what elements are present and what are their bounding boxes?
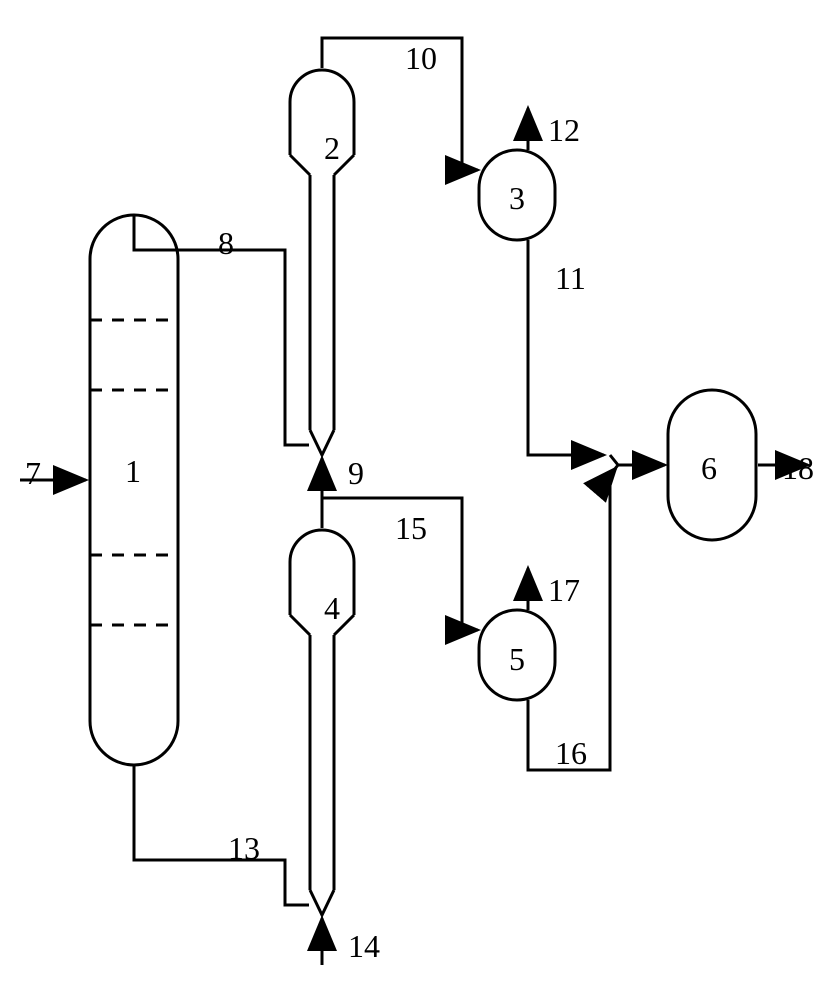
merge-chevron <box>610 455 618 475</box>
stream-13 <box>134 766 309 905</box>
process-flow-diagram <box>0 0 829 1000</box>
stream-label-12: 12 <box>548 112 580 149</box>
riser-upper <box>290 70 354 102</box>
column-vessel <box>90 215 178 765</box>
stream-label-7: 7 <box>25 455 41 492</box>
stream-label-11: 11 <box>555 260 586 297</box>
node-label-sep_upper: 3 <box>509 180 525 217</box>
stream-label-14: 14 <box>348 928 380 965</box>
node-label-drum: 6 <box>701 450 717 487</box>
node-label-column: 1 <box>125 453 141 490</box>
stream-label-18: 18 <box>782 450 814 487</box>
node-label-riser_upper: 2 <box>324 130 340 167</box>
node-label-sep_lower: 5 <box>509 641 525 678</box>
stream-label-9: 9 <box>348 455 364 492</box>
stream-label-15: 15 <box>395 510 427 547</box>
stream-label-10: 10 <box>405 40 437 77</box>
stream-label-8: 8 <box>218 225 234 262</box>
stream-10 <box>322 38 478 170</box>
stream-label-17: 17 <box>548 572 580 609</box>
riser-lower <box>290 530 354 562</box>
stream-label-13: 13 <box>228 830 260 867</box>
node-label-riser_lower: 4 <box>324 590 340 627</box>
stream-label-16: 16 <box>555 735 587 772</box>
